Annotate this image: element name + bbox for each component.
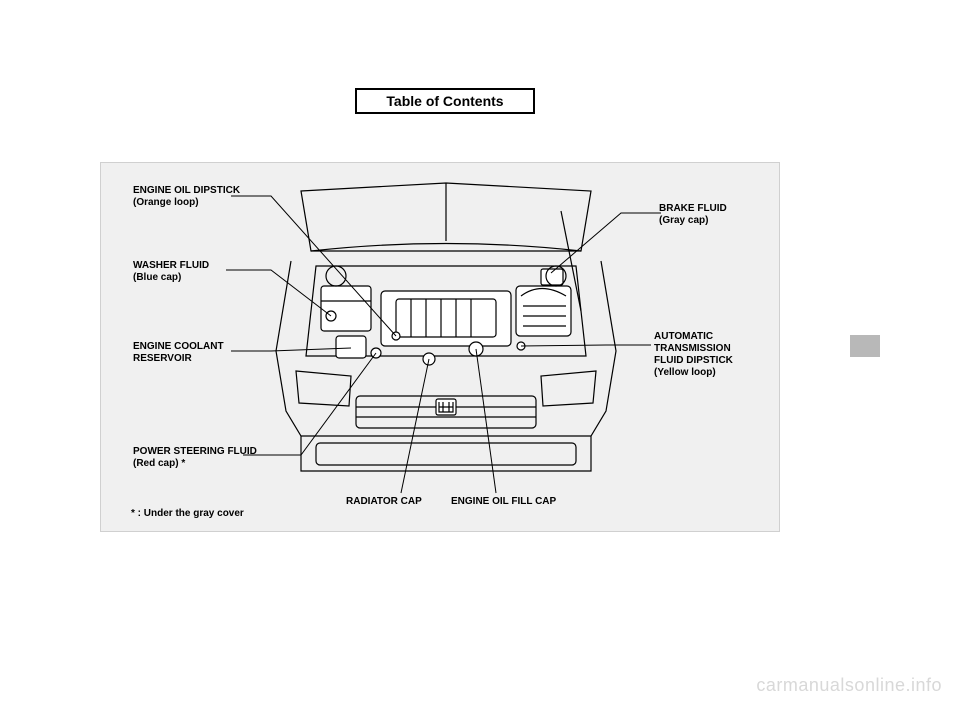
side-tab bbox=[850, 335, 880, 357]
label-brake: BRAKE FLUID (Gray cap) bbox=[659, 203, 727, 227]
figure-engine-bay: ENGINE OIL DIPSTICK (Orange loop) WASHER… bbox=[100, 162, 780, 532]
label-brake-t1: BRAKE FLUID bbox=[659, 203, 727, 215]
label-washer: WASHER FLUID (Blue cap) bbox=[133, 260, 209, 284]
label-brake-t2: (Gray cap) bbox=[659, 215, 727, 227]
label-oil-dipstick: ENGINE OIL DIPSTICK (Orange loop) bbox=[133, 185, 240, 209]
label-coolant-t1: ENGINE COOLANT bbox=[133, 341, 224, 353]
footnote: * : Under the gray cover bbox=[131, 508, 244, 519]
label-ps-fluid: POWER STEERING FLUID (Red cap) * bbox=[133, 446, 257, 470]
label-coolant-t2: RESERVOIR bbox=[133, 353, 224, 365]
engine-diagram bbox=[261, 181, 631, 491]
label-at-t2: TRANSMISSION bbox=[654, 343, 733, 355]
label-radiator: RADIATOR CAP bbox=[346, 496, 422, 508]
label-at-t3: FLUID DIPSTICK bbox=[654, 355, 733, 367]
toc-box: Table of Contents bbox=[355, 88, 535, 114]
label-ps-fluid-t2: (Red cap) * bbox=[133, 458, 257, 470]
label-washer-t1: WASHER FLUID bbox=[133, 260, 209, 272]
label-at-t1: AUTOMATIC bbox=[654, 331, 733, 343]
label-at-t4: (Yellow loop) bbox=[654, 367, 733, 379]
label-oil-dipstick-t2: (Orange loop) bbox=[133, 197, 240, 209]
toc-title: Table of Contents bbox=[386, 93, 503, 109]
label-oil-fill: ENGINE OIL FILL CAP bbox=[451, 496, 556, 508]
label-oil-dipstick-t1: ENGINE OIL DIPSTICK bbox=[133, 185, 240, 197]
label-washer-t2: (Blue cap) bbox=[133, 272, 209, 284]
label-coolant: ENGINE COOLANT RESERVOIR bbox=[133, 341, 224, 365]
label-ps-fluid-t1: POWER STEERING FLUID bbox=[133, 446, 257, 458]
watermark: carmanualsonline.info bbox=[756, 675, 942, 696]
label-at-dipstick: AUTOMATIC TRANSMISSION FLUID DIPSTICK (Y… bbox=[654, 331, 733, 379]
